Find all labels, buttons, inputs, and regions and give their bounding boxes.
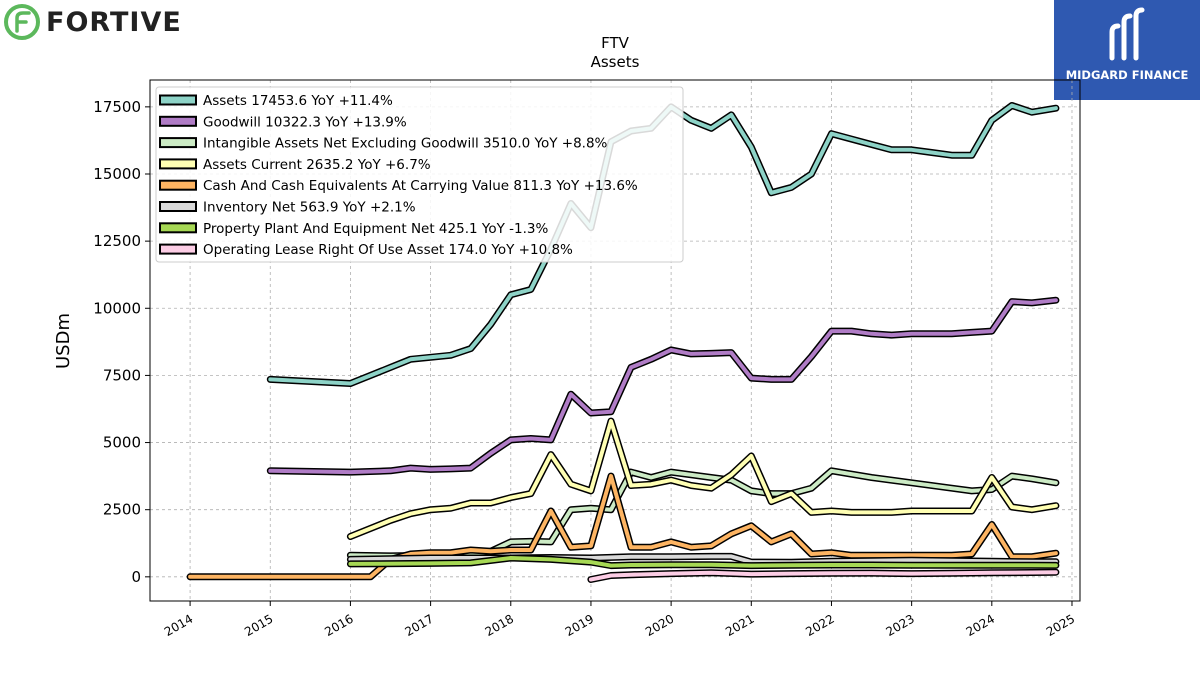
series-line-1 [268, 103, 1058, 386]
series-line-8 [588, 570, 1058, 582]
legend-swatch [159, 137, 197, 149]
y-tick-label: 15000 [93, 165, 141, 183]
legend-label: Intangible Assets Net Excluding Goodwill… [203, 136, 608, 152]
series-outline-2 [266, 296, 1060, 476]
partner-logo: MIDGARD FINANCE [1054, 0, 1200, 100]
legend-swatch [159, 201, 197, 212]
x-tick-label: 2024 [964, 612, 997, 639]
series-line-2 [268, 298, 1058, 475]
legend-label: Operating Lease Right Of Use Asset 174.0… [203, 242, 573, 258]
plot-frame [149, 79, 1081, 602]
chart-title: FTV [601, 34, 630, 52]
brand-logo: FORTIVE [4, 4, 182, 40]
y-axis: 0 2500 5000 7500 10000 12500 15000 17500 [93, 98, 150, 586]
partner-name: MIDGARD FINANCE [1065, 68, 1189, 82]
legend: Assets 17453.6 YoY +11.4% Goodwill 10322.… [155, 86, 684, 263]
y-tick-label: 2500 [103, 501, 141, 519]
series-line-7 [348, 556, 1058, 568]
y-tick-label: 10000 [93, 299, 141, 317]
x-tick-label: 2016 [322, 612, 355, 639]
series-line-4 [348, 419, 1058, 539]
x-tick-label: 2023 [883, 612, 916, 639]
series-line-5 [188, 474, 1058, 579]
x-tick-label: 2021 [723, 612, 756, 639]
legend-swatch [159, 179, 197, 191]
brand-name: FORTIVE [46, 6, 182, 38]
x-tick-label: 2020 [643, 612, 676, 639]
legend-label: Goodwill 10322.3 YoY +13.9% [203, 114, 407, 130]
x-tick-label: 2017 [402, 612, 435, 639]
y-axis-label: USDm [53, 313, 74, 369]
legend-swatch [159, 115, 197, 127]
y-tick-label: 5000 [103, 434, 141, 452]
x-tick-label: 2014 [162, 612, 195, 639]
midgard-logo-icon [1109, 7, 1145, 61]
legend-swatch [159, 243, 197, 255]
legend-swatch [159, 222, 197, 234]
y-tick-label: 12500 [93, 232, 141, 250]
legend-label: Assets Current 2635.2 YoY +6.7% [203, 157, 431, 173]
x-tick-label: 2025 [1044, 612, 1077, 639]
x-axis: 2014 2015 2016 2017 2018 2019 2020 2021 2022 2023… [162, 601, 1077, 639]
legend-swatch [159, 94, 197, 106]
legend-swatch [159, 158, 197, 170]
series-lines [186, 102, 1060, 583]
y-tick-label: 17500 [93, 98, 141, 116]
legend-label: Cash And Cash Equivalents At Carrying Va… [203, 178, 638, 194]
x-tick-label: 2019 [563, 612, 596, 639]
fortive-logo-icon [4, 4, 40, 40]
y-tick-label: 7500 [103, 366, 141, 384]
x-tick-label: 2022 [803, 612, 836, 639]
legend-box [155, 86, 684, 263]
legend-label: Inventory Net 563.9 YoY +2.1% [203, 200, 416, 216]
x-tick-label: 2015 [242, 612, 275, 639]
legend-label: Property Plant And Equipment Net 425.1 Y… [203, 221, 548, 237]
chart-subtitle: Assets [591, 53, 640, 71]
x-tick-label: 2018 [483, 612, 516, 639]
y-tick-label: 0 [131, 568, 141, 586]
legend-label: Assets 17453.6 YoY +11.4% [203, 93, 393, 109]
